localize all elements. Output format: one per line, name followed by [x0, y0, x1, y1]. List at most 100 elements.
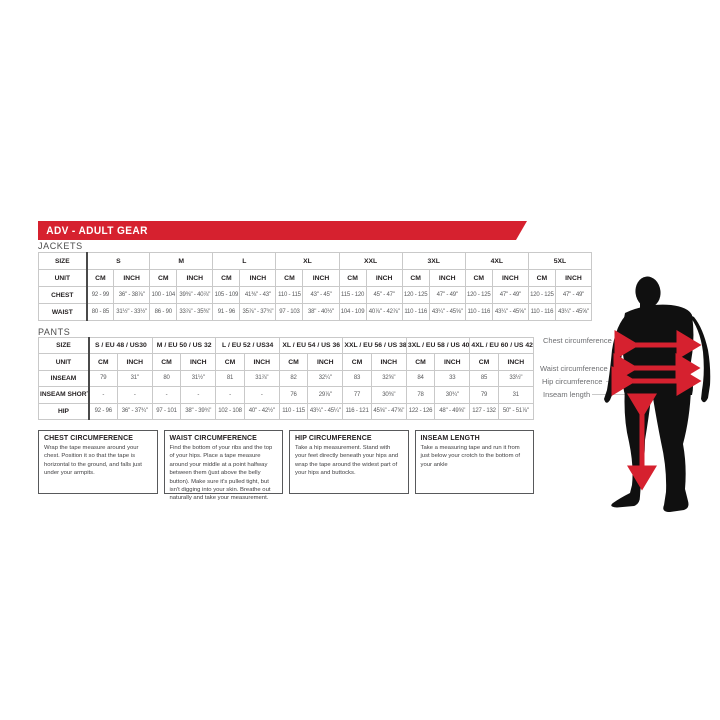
cm-value-cell: 120 - 125: [464, 286, 493, 304]
inch-value-cell: 45" - 47": [365, 286, 403, 304]
inch-value-cell: 33: [434, 369, 471, 388]
cm-value-cell: 110 - 116: [401, 303, 430, 321]
pants-table: SIZE S / EU 48 / US30 M / EU 50 / US 32 L /…: [37, 336, 535, 420]
cm-value-cell: 97 - 101: [151, 402, 182, 420]
instruction-chest-circumference: CHEST CIRCUMFERENCE Wrap the tape measur…: [38, 430, 158, 494]
inch-value-cell: 43¼" - 45⅝": [491, 303, 529, 321]
figure-label-waist: Waist circumference: [540, 364, 608, 373]
cm-value-cell: 122 - 126: [405, 402, 436, 420]
instruction-body: Take a measuring tape and run it from ju…: [420, 445, 521, 468]
body-silhouette-figure: [604, 276, 711, 512]
unit-header: INCH: [434, 353, 471, 371]
inch-value-cell: 48" - 49⅝": [434, 402, 471, 420]
table-row: WAIST 80 - 85 31½" - 33½" 86 - 90 33⅞" - 35⅜…: [37, 303, 593, 321]
size-column-header: XL: [275, 252, 340, 270]
inch-value-cell: 32¼": [307, 369, 344, 388]
inch-value-cell: 30⅜": [370, 386, 407, 404]
measurement-row-label: CHEST: [37, 286, 88, 304]
size-column-header: 3XL / EU 58 / US 40: [405, 336, 471, 355]
inch-value-cell: 38" - 40½": [302, 303, 340, 321]
instruction-hip-circumference: HIP CIRCUMFERENCE Take a hip measurement…: [289, 430, 409, 494]
instruction-body: Wrap the tape measure around your chest.…: [44, 445, 142, 477]
size-column-header: M / EU 50 / US 32: [151, 336, 217, 355]
size-column-header: 3XL: [401, 252, 466, 270]
unit-header: CM: [338, 269, 367, 287]
measurement-row-label: INSEAM SHORT: [37, 386, 90, 404]
instruction-waist-circumference: WAIST CIRCUMFERENCE Find the bottom of y…: [163, 430, 283, 501]
cm-value-cell: 116 - 121: [342, 402, 372, 420]
unit-header: CM: [527, 269, 556, 287]
table-row: CHEST 92 - 99 36" - 38⅞" 100 - 104 39⅜" - 40…: [37, 286, 593, 304]
inch-value-cell: 41⅜" - 43": [239, 286, 277, 304]
unit-header: INCH: [180, 353, 217, 371]
unit-header: CM: [405, 353, 436, 371]
cm-value-cell: 77: [342, 386, 372, 404]
pants-section-label: PANTS: [38, 327, 71, 337]
instruction-title: CHEST CIRCUMFERENCE: [44, 435, 134, 442]
size-column-header: M: [149, 252, 214, 270]
inch-value-cell: 30¾": [434, 386, 471, 404]
cm-value-cell: -: [215, 386, 245, 404]
instruction-inseam-length: INSEAM LENGTH Take a measuring tape and …: [414, 430, 534, 494]
cm-value-cell: 79: [469, 386, 499, 404]
cm-value-cell: 105 - 109: [212, 286, 241, 304]
inch-value-cell: 43¼" - 45⅝": [554, 303, 593, 321]
unit-header: INCH: [302, 269, 340, 287]
instructions-row: CHEST CIRCUMFERENCE Wrap the tape measur…: [38, 430, 534, 501]
inch-value-cell: 43" - 45": [302, 286, 340, 304]
cm-value-cell: 82: [278, 369, 309, 388]
table-row: INSEAM SHORT - - - - - -76 29⅞" 77 30⅜" 78 30¾" 79 31: [37, 386, 535, 404]
instruction-title: WAIST CIRCUMFERENCE: [169, 435, 257, 442]
cm-value-cell: 86 - 90: [149, 303, 178, 321]
unit-header: INCH: [243, 353, 280, 371]
size-column-header: 5XL: [527, 252, 593, 270]
size-column-header: XXL / EU 56 / US 38: [342, 336, 407, 355]
unit-header: CM: [278, 353, 309, 371]
table-row: HIP 92 - 96 36" - 37¾" 97 - 101 38" - 39¾" 10…: [37, 402, 535, 420]
cm-value-cell: 110 - 115: [278, 402, 309, 420]
cm-value-cell: 92 - 96: [88, 402, 118, 420]
size-column-header: L: [212, 252, 277, 270]
unit-header: INCH: [370, 353, 407, 371]
unit-header: CM: [275, 269, 304, 287]
inch-value-cell: 47" - 49": [554, 286, 593, 304]
cm-value-cell: 84: [405, 369, 436, 388]
unit-header: CM: [469, 353, 499, 371]
size-corner-header: SIZE: [37, 336, 90, 355]
measurement-row-label: HIP: [37, 402, 90, 420]
unit-header: CM: [86, 269, 115, 287]
jackets-section-label: JACKETS: [38, 241, 83, 251]
unit-header: CM: [464, 269, 493, 287]
inch-value-cell: 45⅝" - 47⅝": [370, 402, 407, 420]
measurement-arrows: [611, 330, 702, 491]
cm-value-cell: 81: [215, 369, 245, 388]
cm-value-cell: 127 - 132: [469, 402, 499, 420]
size-column-header: 4XL: [464, 252, 529, 270]
unit-row-label: UNIT: [37, 353, 90, 371]
inch-value-cell: 36" - 37¾": [116, 402, 153, 420]
size-column-header: XXL: [338, 252, 403, 270]
figure-label-chest: Chest circumference: [543, 336, 612, 345]
cm-value-cell: 100 - 104: [149, 286, 178, 304]
section-banner: ADV - ADULT GEAR: [38, 221, 527, 240]
measurement-row-label: WAIST: [37, 303, 88, 321]
unit-header: CM: [342, 353, 372, 371]
unit-header: INCH: [113, 269, 151, 287]
inch-value-cell: 31": [116, 369, 153, 388]
inch-value-cell: 31⅞": [243, 369, 280, 388]
cm-value-cell: 83: [342, 369, 372, 388]
unit-header: CM: [212, 269, 241, 287]
unit-header: CM: [149, 269, 178, 287]
inch-value-cell: 38" - 39¾": [180, 402, 217, 420]
unit-header: INCH: [365, 269, 403, 287]
inch-value-cell: 47" - 49": [491, 286, 529, 304]
figure-label-hip: Hip circumference: [542, 377, 603, 386]
size-column-header: 4XL / EU 60 / US 42: [469, 336, 534, 355]
cm-value-cell: 80 - 85: [86, 303, 115, 321]
inch-value-cell: 31½" - 33½": [113, 303, 151, 321]
unit-header: INCH: [176, 269, 214, 287]
inch-value-cell: 50" - 51⅞": [497, 402, 535, 420]
cm-value-cell: 91 - 96: [212, 303, 241, 321]
inch-value-cell: 47" - 49": [428, 286, 466, 304]
inch-value-cell: 31½": [180, 369, 217, 388]
